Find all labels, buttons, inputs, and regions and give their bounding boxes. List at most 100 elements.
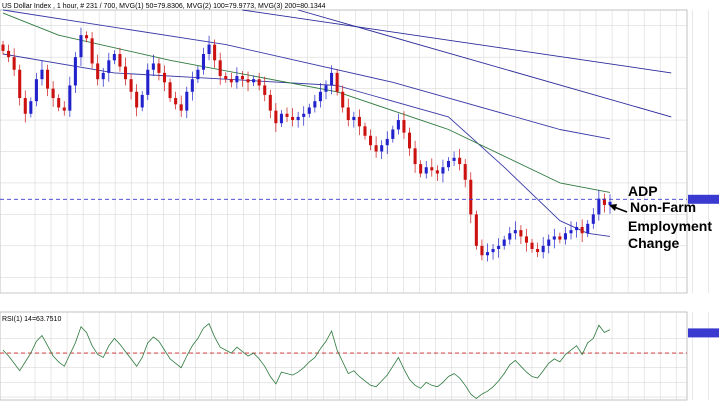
candle-body xyxy=(419,164,423,174)
candle-body xyxy=(129,79,133,92)
moving-average-line xyxy=(2,53,611,237)
candle-body xyxy=(252,79,256,83)
annotation-line-4: Change xyxy=(628,235,680,251)
rsi-gridlines xyxy=(0,312,709,400)
candle-body xyxy=(240,76,244,80)
candle-body xyxy=(441,167,445,174)
trendlines xyxy=(242,9,672,118)
candle-body xyxy=(536,248,540,253)
candle-body xyxy=(552,236,556,240)
candle-body xyxy=(123,66,128,80)
candle-body xyxy=(424,167,428,174)
candle-body xyxy=(279,113,283,124)
candle-body xyxy=(157,63,161,73)
candle-body xyxy=(502,239,506,246)
candle-body xyxy=(519,230,523,237)
annotation-arrowhead xyxy=(609,204,617,211)
trendline xyxy=(242,9,672,74)
candlesticks xyxy=(1,27,612,262)
candle-body xyxy=(151,63,155,70)
candle-body xyxy=(18,69,22,99)
annotation-line-3: Employment xyxy=(628,218,712,234)
candle-body xyxy=(569,230,573,234)
candle-body xyxy=(118,54,122,67)
candle-body xyxy=(7,50,11,58)
candle-body xyxy=(352,116,356,121)
candle-body xyxy=(179,104,183,111)
adp-annotation: ADP Non-Farm Employment Change xyxy=(609,183,712,251)
current-price-badge xyxy=(688,194,719,204)
candle-body xyxy=(547,239,551,246)
candle-body xyxy=(474,214,478,246)
candle-body xyxy=(491,248,495,253)
candle-body xyxy=(146,69,150,95)
candle-body xyxy=(385,138,389,146)
candle-body xyxy=(90,38,94,64)
candle-body xyxy=(196,69,200,80)
candle-body xyxy=(40,69,44,80)
annotation-line-2: Non-Farm xyxy=(630,199,696,215)
candle-body xyxy=(430,167,434,171)
candle-body xyxy=(313,101,317,108)
candle-body xyxy=(435,170,439,174)
candle-body xyxy=(218,60,222,77)
candle-body xyxy=(558,236,562,240)
candle-body xyxy=(302,113,306,117)
candle-body xyxy=(402,120,406,133)
candle-body xyxy=(335,72,339,92)
candle-body xyxy=(463,164,467,180)
candle-body xyxy=(580,226,584,234)
candle-body xyxy=(330,72,334,86)
candle-body xyxy=(341,91,345,108)
candle-body xyxy=(291,116,295,121)
candle-body xyxy=(608,201,612,205)
candle-body xyxy=(57,98,61,108)
rsi-title: RSI(1) 14=63.7510 xyxy=(2,316,61,323)
candle-body xyxy=(85,35,89,39)
candle-body xyxy=(513,230,517,234)
candle-body xyxy=(174,98,178,105)
candle-body xyxy=(235,76,239,83)
candle-body xyxy=(413,148,417,165)
trendline xyxy=(298,9,672,118)
candle-body xyxy=(135,91,139,108)
candle-body xyxy=(168,82,172,99)
candle-body xyxy=(369,135,373,146)
chart-title: US Dollar Index , 1 hour, # 231 / 700, M… xyxy=(2,3,326,10)
candle-body xyxy=(46,69,50,89)
candle-body xyxy=(586,223,590,234)
candle-body xyxy=(497,245,501,249)
candle-body xyxy=(34,79,38,102)
candle-body xyxy=(263,85,267,95)
candle-body xyxy=(575,226,579,231)
candle-body xyxy=(530,242,534,249)
candle-body xyxy=(73,57,77,86)
candle-body xyxy=(318,91,322,102)
candle-body xyxy=(207,44,211,55)
candle-body xyxy=(1,44,5,51)
candle-body xyxy=(201,54,206,70)
candle-body xyxy=(357,116,361,127)
candle-body xyxy=(508,233,512,240)
candle-body xyxy=(246,79,250,83)
candle-body xyxy=(224,76,228,80)
candle-body xyxy=(307,107,311,114)
candle-body xyxy=(458,157,462,165)
candle-body xyxy=(563,233,567,240)
candle-body xyxy=(446,160,451,168)
candle-body xyxy=(213,44,217,61)
candle-body xyxy=(452,157,456,161)
rsi-current-badge xyxy=(688,328,719,338)
candle-body xyxy=(29,101,33,114)
candle-body xyxy=(257,79,261,86)
candle-body xyxy=(391,129,395,139)
candle-body xyxy=(346,107,350,121)
candle-body xyxy=(480,245,484,256)
candle-body xyxy=(96,63,100,80)
candle-body xyxy=(374,145,378,152)
candle-body xyxy=(12,57,16,70)
candle-body xyxy=(185,91,189,111)
candle-body xyxy=(407,132,412,149)
candle-body xyxy=(140,94,144,108)
